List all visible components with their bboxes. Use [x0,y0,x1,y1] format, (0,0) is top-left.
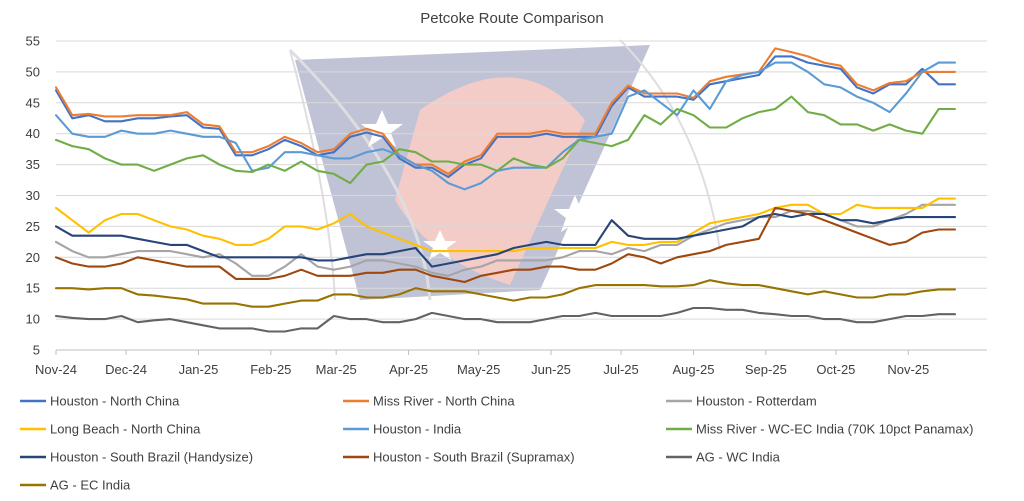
y-tick-label: 55 [26,34,40,49]
watermark-logo [288,39,721,301]
y-tick-label: 30 [26,188,40,203]
legend-label: Long Beach - North China [50,422,201,437]
x-tick-label: Mar-25 [316,362,357,377]
gridlines [56,40,987,351]
series-line-2 [54,47,957,175]
legend: Houston - North China Miss River - North … [20,394,973,493]
y-tick-label: 45 [26,95,40,110]
x-tick-label: Jul-25 [603,362,638,377]
legend-label: Houston - North China [50,394,180,409]
x-tick-label: Feb-25 [250,362,291,377]
y-tick-label: 50 [26,64,40,79]
series-line-6 [54,95,957,185]
x-tick-label: May-25 [457,362,500,377]
x-tick-label: Sep-25 [745,362,787,377]
y-tick-label: 10 [26,312,40,327]
legend-label: Miss River - North China [373,394,515,409]
legend-label: Houston - South Brazil (Supramax) [373,450,575,465]
y-tick-label: 40 [26,126,40,141]
series-line-10 [54,279,957,308]
legend-label: Houston - Rotterdam [696,394,817,409]
y-tick-label: 20 [26,250,40,265]
y-tick-label: 25 [26,219,40,234]
legend-label: Miss River - WC-EC India (70K 10pct Pana… [696,422,973,437]
x-tick-label: Jun-25 [531,362,571,377]
legend-label: Houston - India [373,422,462,437]
legend-label: AG - EC India [50,478,131,493]
series-line-1 [54,55,957,179]
y-axis: 5 10 15 20 25 30 35 40 45 50 55 [26,34,40,358]
series-line-9 [54,306,957,333]
series-line-3 [54,203,957,277]
x-tick-label: Jan-25 [179,362,219,377]
y-tick-label: 5 [33,343,40,358]
chart-title: Petcoke Route Comparison [420,10,603,27]
y-tick-label: 35 [26,157,40,172]
legend-label: AG - WC India [696,450,781,465]
x-tick-label: Nov-24 [35,362,77,377]
series-lines [54,47,957,333]
series-line-8 [54,206,957,284]
x-tick-label: Apr-25 [389,362,428,377]
y-tick-label: 15 [26,281,40,296]
x-tick-label: Oct-25 [816,362,855,377]
x-axis: Nov-24 Dec-24 Jan-25 Feb-25 Mar-25 Apr-25 May-… [35,350,929,377]
legend-label: Houston - South Brazil (Handysize) [50,450,253,465]
x-tick-label: Dec-24 [105,362,147,377]
x-tick-label: Aug-25 [673,362,715,377]
series-line-5 [54,61,957,191]
x-tick-label: Nov-25 [887,362,929,377]
